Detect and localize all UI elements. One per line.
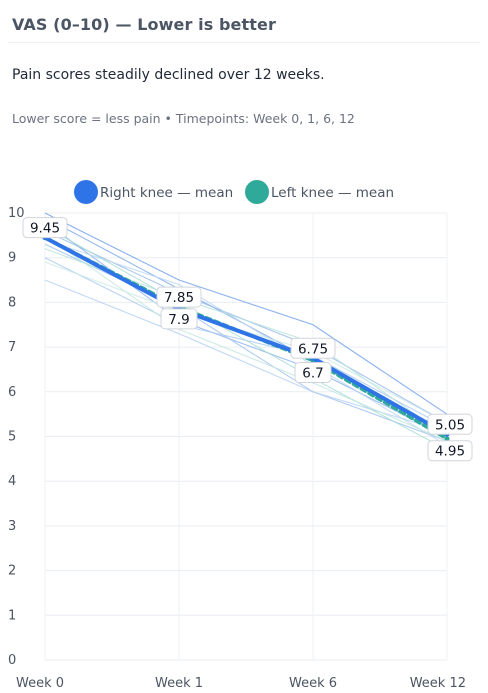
data-label-box [427, 413, 473, 435]
legend-swatch [245, 180, 269, 204]
y-tick-label: 5 [8, 430, 16, 445]
individual-line [44, 261, 448, 424]
data-label: 6.75 [298, 341, 328, 357]
data-label-box [290, 337, 336, 359]
y-tick-label: 3 [8, 519, 16, 534]
y-tick-label: 6 [8, 385, 16, 400]
y-tick-label: 7 [8, 340, 16, 355]
y-tick-label: 8 [8, 295, 16, 310]
individual-line [44, 243, 448, 442]
data-label: 5.05 [435, 417, 465, 433]
y-tick-label: 10 [8, 206, 25, 221]
vas-line-chart: 0 1 2 3 4 5 6 7 8 9 10 Week 0 Week 1 Week 6 Week 12 9.4… [8, 180, 473, 691]
legend-label: Left knee — mean [271, 185, 394, 201]
individual-line [44, 234, 448, 442]
data-label: 9.45 [30, 221, 60, 237]
data-label-box [22, 217, 68, 239]
chart-headline: Pain scores steadily declined over 12 we… [12, 67, 325, 83]
data-label: 7.85 [164, 290, 194, 306]
card-title: VAS (0–10) — Lower is better [12, 15, 276, 34]
data-label-box [427, 440, 473, 462]
x-tick-label: Week 12 [410, 676, 466, 691]
x-tick-label: Week 6 [289, 676, 337, 691]
data-label-box [160, 308, 198, 330]
legend-swatch [74, 180, 98, 204]
data-label-box [294, 362, 332, 384]
title-divider [8, 42, 480, 43]
data-label: 6.7 [302, 366, 323, 382]
y-tick-label: 2 [8, 564, 16, 579]
data-label: 4.95 [435, 444, 465, 460]
individual-line [44, 212, 448, 415]
mean-line-right [43, 235, 449, 437]
individual-line [44, 239, 448, 446]
y-tick-label: 9 [8, 251, 16, 266]
mean-point [444, 436, 450, 442]
y-tick-label: 4 [8, 474, 16, 489]
data-label-box [156, 286, 202, 308]
chart-subline: Lower score = less pain • Timepoints: We… [12, 111, 355, 126]
data-label: 7.9 [168, 312, 189, 328]
y-tick-label: 1 [8, 608, 16, 623]
individual-line [44, 225, 448, 451]
x-tick-label: Week 0 [16, 676, 64, 691]
legend-label: Right knee — mean [100, 185, 233, 201]
y-tick-label: 0 [8, 653, 16, 668]
x-tick-label: Week 1 [155, 676, 203, 691]
